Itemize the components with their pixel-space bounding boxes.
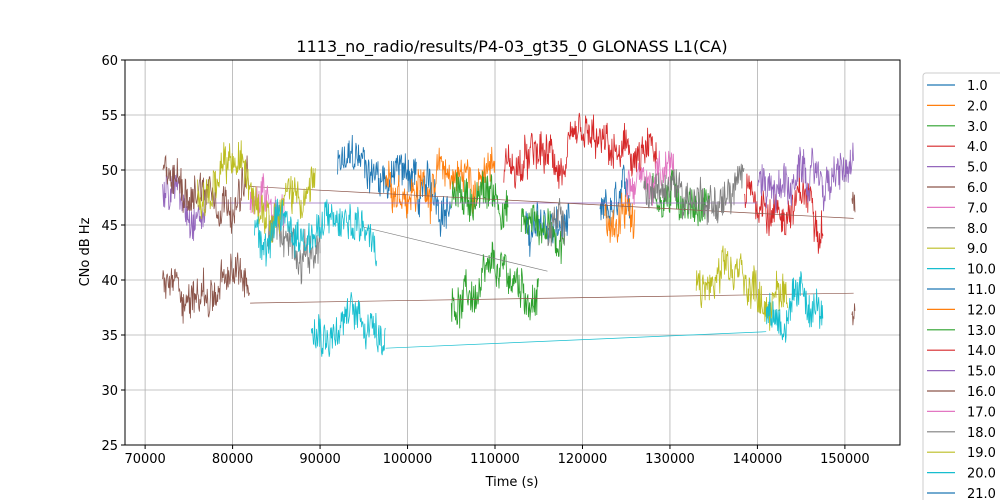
legend-label: 1.0 [967, 79, 988, 94]
legend-label: 21.0 [967, 487, 996, 500]
legend-label: 4.0 [967, 140, 988, 155]
legend-label: 6.0 [967, 181, 988, 196]
legend-label: 19.0 [967, 446, 996, 461]
series-line-1.0 [599, 164, 631, 227]
x-tick-label: 80000 [212, 452, 253, 467]
axes-frame [124, 59, 901, 446]
legend: 1.0 2.0 3.0 4.0 5.0 6.0 7.0 8.0 9.0 10.0 11.0 12.0 1… [922, 72, 1000, 500]
series-line-9.0 [695, 245, 789, 331]
series-line-3.0 [450, 171, 509, 231]
legend-label: 9.0 [967, 242, 988, 257]
grid [125, 59, 900, 446]
series-line-1.0 [337, 134, 417, 199]
chart-title: 1113_no_radio/results/P4-03_gt35_0 GLONA… [296, 37, 727, 57]
x-tick-label: 110000 [470, 452, 520, 467]
series-line-3.0 [520, 204, 566, 265]
x-tick-label: 130000 [645, 452, 695, 467]
y-tick-label: 25 [101, 439, 118, 454]
y-tick-label: 30 [101, 384, 118, 399]
series-line-7.0 [625, 150, 675, 206]
series-line-6.0 [851, 303, 856, 326]
x-axis-label: Time (s) [485, 475, 539, 490]
y-tick-label: 55 [101, 109, 118, 124]
series-line-4.0 [503, 112, 657, 190]
series-line-6.0 [851, 191, 856, 213]
series-link-8.0 [363, 226, 548, 272]
legend-label: 16.0 [967, 385, 996, 400]
legend-label: 8.0 [967, 222, 988, 237]
series-line-3.0 [450, 241, 539, 329]
legend-label: 13.0 [967, 324, 996, 339]
series-line-8.0 [547, 197, 566, 247]
plot-lines [162, 112, 856, 357]
ticks: 70000 80000 90000 100000 110000 120000 130000 1… [101, 54, 869, 467]
y-axis-label: CNo dB Hz [78, 217, 93, 286]
series-line-2.0 [604, 192, 636, 243]
x-tick-label: 100000 [383, 452, 433, 467]
series-line-2.0 [385, 146, 496, 225]
series-line-6.0 [162, 154, 251, 234]
series-line-5.0 [757, 142, 854, 213]
x-tick-label: 140000 [733, 452, 783, 467]
x-tick-label: 70000 [124, 452, 165, 467]
y-tick-label: 50 [101, 164, 118, 179]
series-line-8.0 [643, 163, 745, 226]
series-line-10.0 [254, 198, 378, 267]
legend-label: 12.0 [967, 303, 996, 318]
y-tick-label: 35 [101, 329, 118, 344]
series-line-6.0 [162, 252, 251, 324]
x-tick-label: 120000 [558, 452, 608, 467]
series-link-6.0 [250, 186, 854, 219]
x-tick-label: 150000 [820, 452, 870, 467]
y-tick-label: 60 [101, 54, 118, 69]
legend-label: 3.0 [967, 120, 988, 135]
series-link-6.0 [250, 292, 854, 304]
x-tick-label: 90000 [299, 452, 340, 467]
legend-label: 18.0 [967, 426, 996, 441]
series-line-10.0 [765, 271, 824, 343]
legend-label: 14.0 [967, 344, 996, 359]
legend-label: 20.0 [967, 467, 996, 482]
legend-label: 17.0 [967, 405, 996, 420]
series-line-4.0 [743, 170, 824, 254]
series-line-3.0 [652, 166, 710, 227]
series-line-9.0 [197, 140, 316, 244]
series-link-10.0 [385, 331, 767, 349]
legend-box [922, 72, 1000, 500]
legend-label: 5.0 [967, 161, 988, 176]
legend-label: 11.0 [967, 283, 996, 298]
legend-label: 7.0 [967, 201, 988, 216]
legend-label: 2.0 [967, 99, 988, 114]
legend-label: 10.0 [967, 263, 996, 278]
series-line-10.0 [310, 292, 386, 357]
y-tick-label: 40 [101, 274, 118, 289]
legend-label: 15.0 [967, 365, 996, 380]
y-tick-label: 45 [101, 219, 118, 234]
